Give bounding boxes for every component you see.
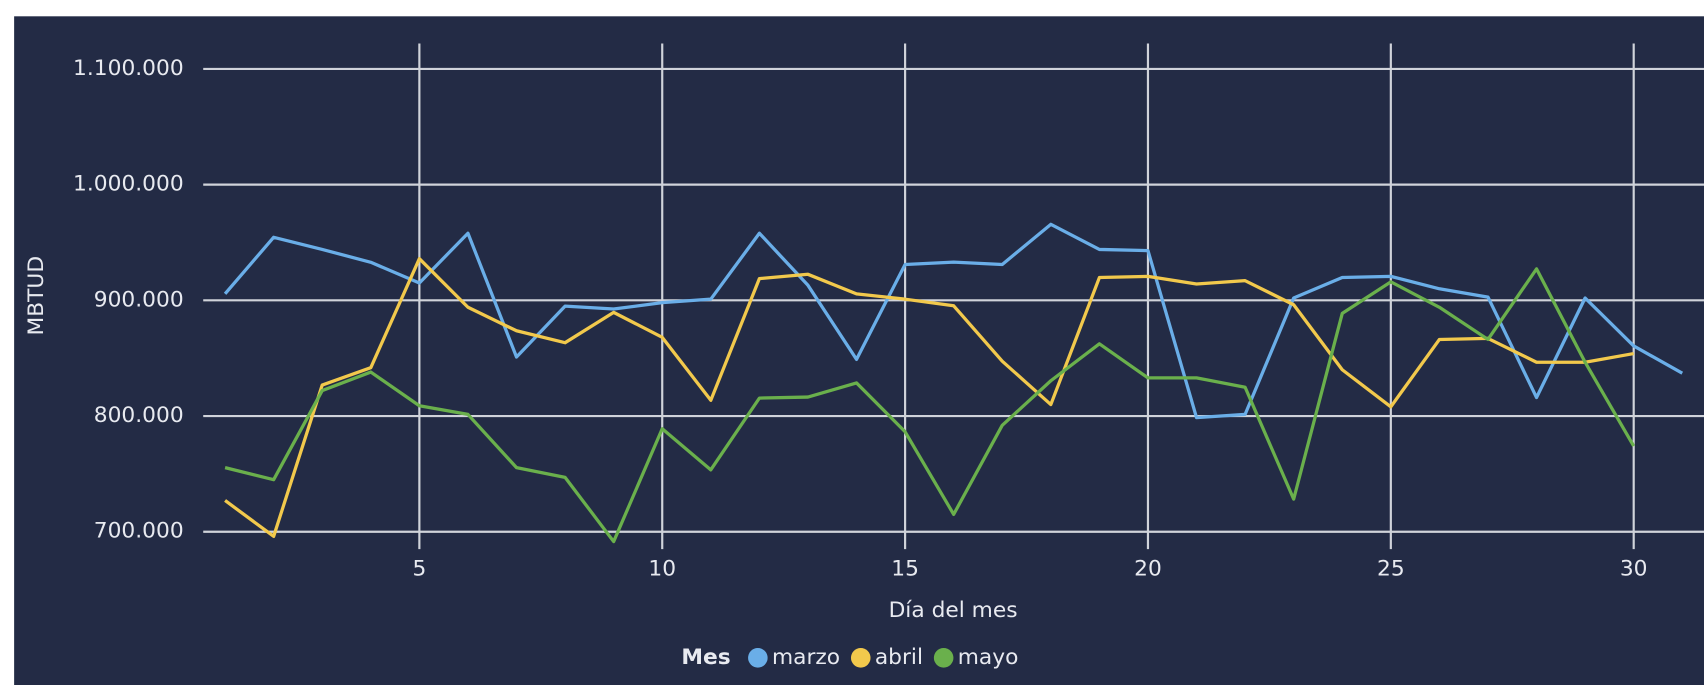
- x-tick-label: 30: [1620, 557, 1648, 582]
- legend-swatch: [933, 648, 954, 668]
- legend-label: marzo: [772, 645, 840, 670]
- x-tick-label: 25: [1377, 557, 1405, 582]
- legend-swatch: [748, 648, 768, 668]
- legend-swatch: [850, 648, 871, 668]
- series-line: [224, 267, 1636, 544]
- x-tick-label: 5: [412, 557, 426, 582]
- x-tick-label: 10: [648, 557, 676, 582]
- series-line: [224, 257, 1634, 538]
- y-tick-label: 700.000: [94, 519, 184, 544]
- series-line: [223, 222, 1684, 420]
- x-tick-label: 15: [891, 557, 919, 582]
- legend-label: abril: [875, 645, 923, 670]
- x-axis-label: Día del mes: [889, 598, 1018, 623]
- legend-title: Mes: [681, 645, 730, 670]
- chart-panel: [14, 16, 1704, 685]
- y-axis-label: MBTUD: [24, 256, 49, 336]
- y-tick-label: 1.000.000: [73, 172, 184, 197]
- x-tick-label: 20: [1134, 557, 1162, 582]
- y-tick-label: 900.000: [94, 287, 184, 312]
- y-tick-label: 800.000: [94, 403, 184, 428]
- y-tick-label: 1.100.000: [73, 56, 184, 81]
- legend-label: mayo: [958, 645, 1019, 670]
